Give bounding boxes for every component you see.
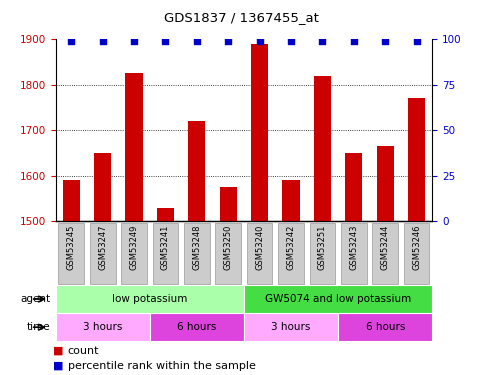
Text: time: time	[27, 322, 51, 332]
Point	[161, 38, 170, 44]
Text: 6 hours: 6 hours	[177, 322, 216, 332]
FancyBboxPatch shape	[372, 222, 398, 284]
Point	[382, 38, 389, 44]
Text: GSM53245: GSM53245	[67, 224, 76, 270]
Text: percentile rank within the sample: percentile rank within the sample	[68, 360, 256, 370]
FancyBboxPatch shape	[153, 222, 178, 284]
FancyBboxPatch shape	[278, 222, 304, 284]
Bar	[94, 153, 111, 221]
Text: ■: ■	[53, 360, 64, 370]
FancyBboxPatch shape	[58, 222, 84, 284]
Text: GSM53244: GSM53244	[381, 224, 390, 270]
Bar	[63, 180, 80, 221]
FancyBboxPatch shape	[121, 222, 147, 284]
Text: GSM53250: GSM53250	[224, 224, 233, 270]
Point	[287, 38, 295, 44]
Bar	[244, 313, 338, 341]
Text: GSM53249: GSM53249	[129, 224, 139, 270]
Bar	[126, 74, 142, 221]
Text: GSM53241: GSM53241	[161, 224, 170, 270]
Text: GSM53240: GSM53240	[255, 224, 264, 270]
Point	[130, 38, 138, 44]
Text: GSM53247: GSM53247	[98, 224, 107, 270]
Bar	[345, 153, 362, 221]
Text: GSM53246: GSM53246	[412, 224, 421, 270]
Bar	[244, 285, 432, 313]
Text: 6 hours: 6 hours	[366, 322, 405, 332]
FancyBboxPatch shape	[341, 222, 367, 284]
Text: GDS1837 / 1367455_at: GDS1837 / 1367455_at	[164, 11, 319, 24]
FancyBboxPatch shape	[184, 222, 210, 284]
Text: ■: ■	[53, 346, 64, 356]
Point	[224, 38, 232, 44]
Text: GSM53248: GSM53248	[192, 224, 201, 270]
Point	[256, 38, 264, 44]
Bar	[338, 313, 432, 341]
Text: agent: agent	[21, 294, 51, 304]
Bar	[150, 313, 244, 341]
Point	[99, 38, 107, 44]
FancyBboxPatch shape	[90, 222, 115, 284]
Text: GSM53243: GSM53243	[349, 224, 358, 270]
Point	[412, 38, 420, 44]
Point	[68, 38, 75, 44]
Text: GW5074 and low potassium: GW5074 and low potassium	[265, 294, 411, 304]
Bar	[56, 285, 244, 313]
Point	[350, 38, 357, 44]
Bar	[283, 180, 299, 221]
Text: GSM53251: GSM53251	[318, 224, 327, 270]
Bar	[188, 121, 205, 221]
Bar	[157, 208, 174, 221]
Bar	[314, 76, 331, 221]
FancyBboxPatch shape	[310, 222, 335, 284]
Bar	[56, 313, 150, 341]
Bar	[220, 187, 237, 221]
Bar	[251, 44, 268, 221]
Text: low potassium: low potassium	[112, 294, 187, 304]
FancyBboxPatch shape	[404, 222, 429, 284]
FancyBboxPatch shape	[247, 222, 272, 284]
Bar	[408, 99, 425, 221]
Point	[193, 38, 201, 44]
Text: count: count	[68, 346, 99, 356]
Text: GSM53242: GSM53242	[286, 224, 296, 270]
Text: 3 hours: 3 hours	[271, 322, 311, 332]
Point	[319, 38, 327, 44]
Text: 3 hours: 3 hours	[83, 322, 122, 332]
Bar	[377, 146, 394, 221]
FancyBboxPatch shape	[215, 222, 241, 284]
